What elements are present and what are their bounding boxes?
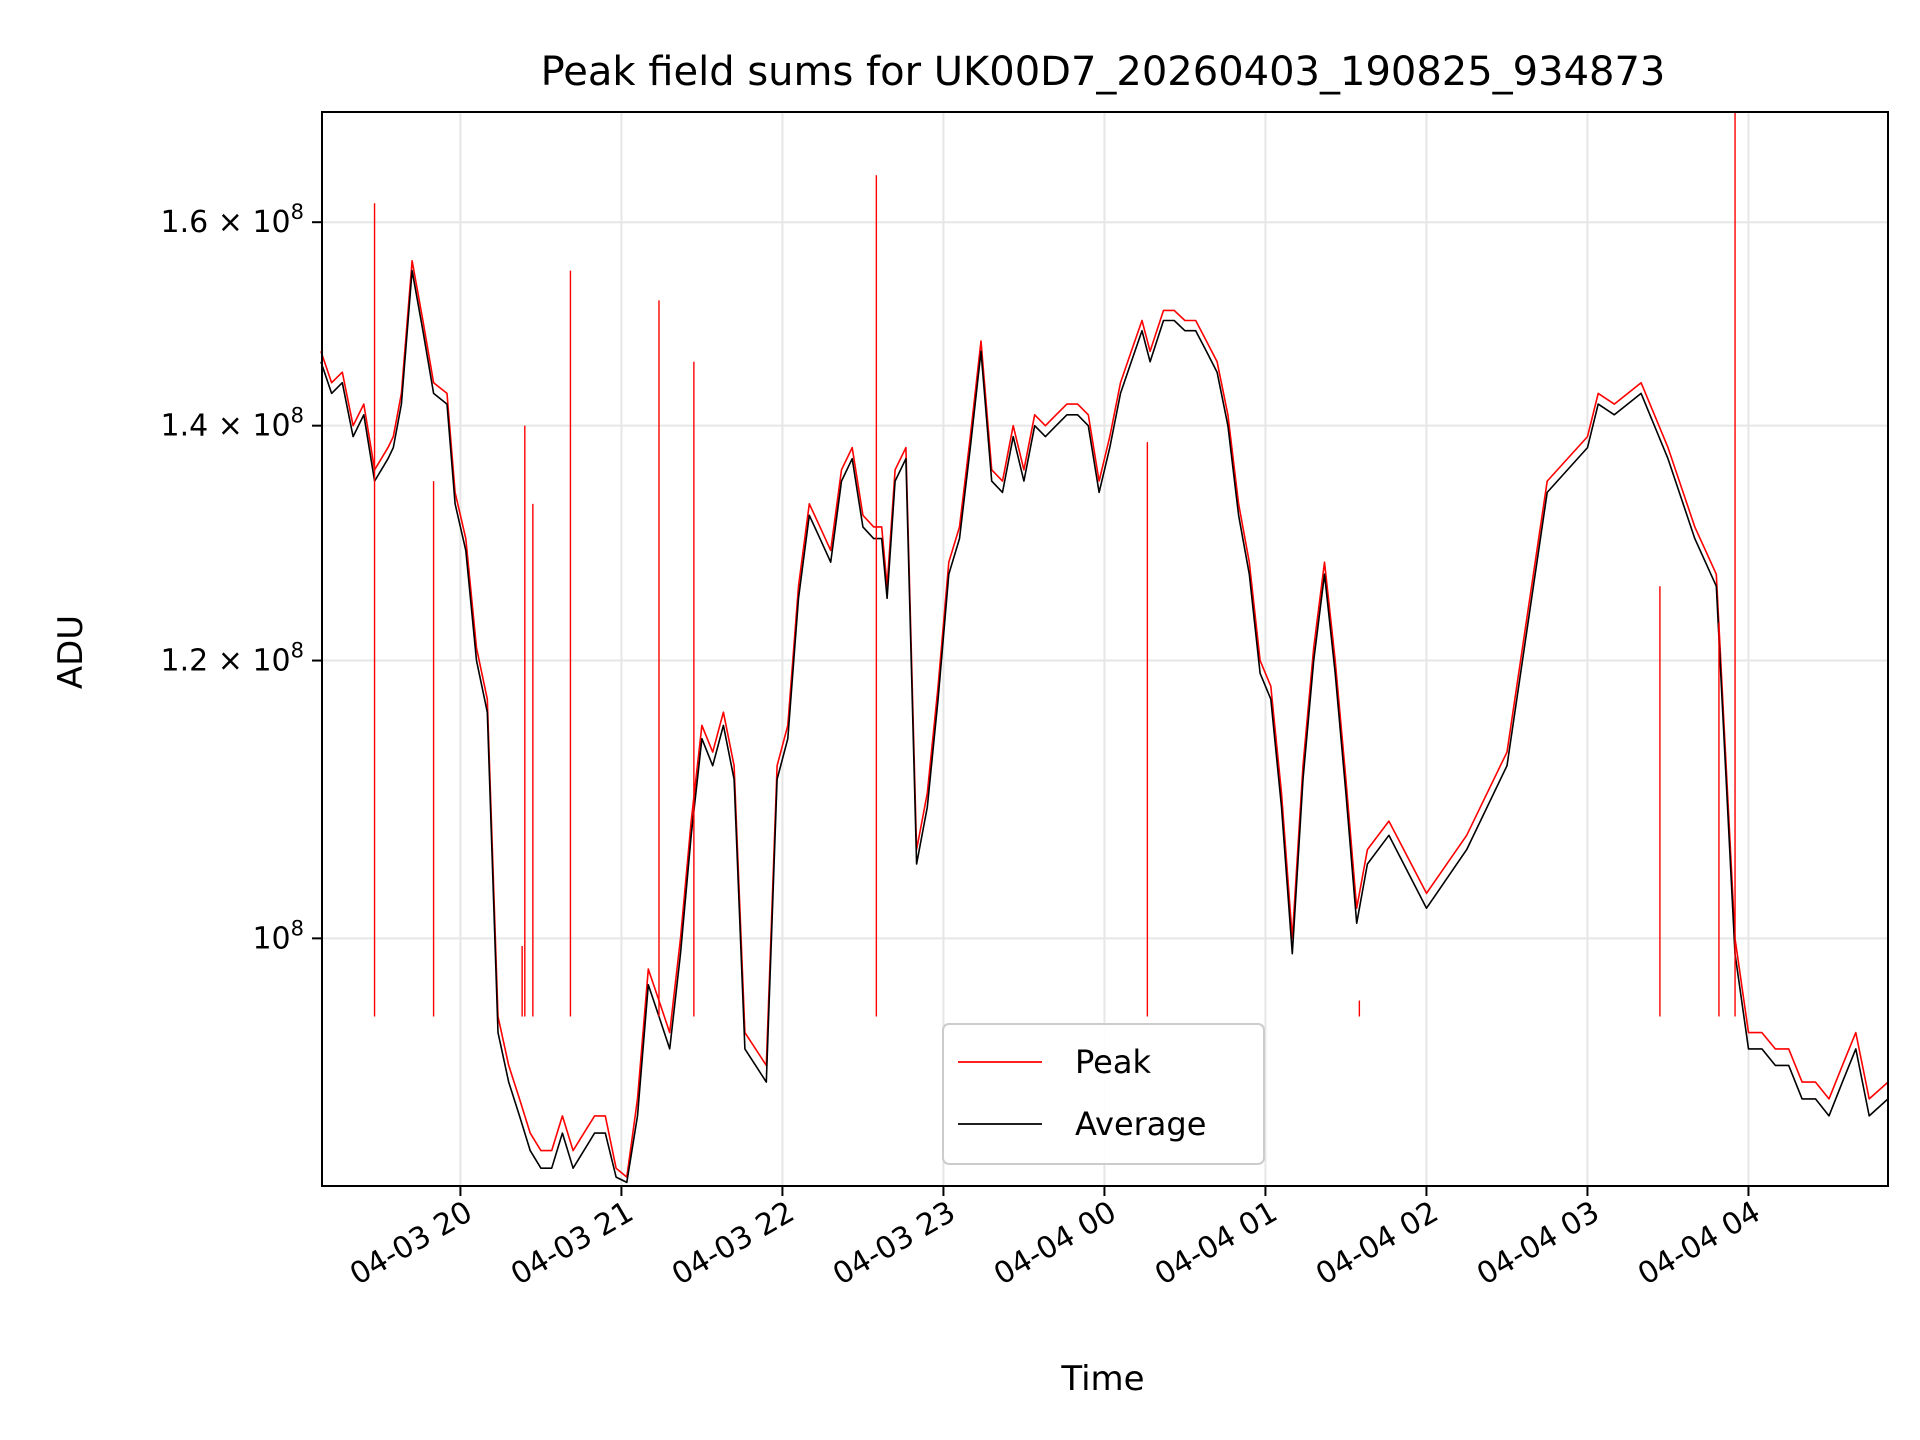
chart-title: Peak field sums for UK00D7_20260403_1908…	[541, 49, 1666, 95]
grid	[322, 112, 1888, 1186]
series-group	[320, 112, 1889, 1184]
legend-peak-label: Peak	[1075, 1043, 1151, 1081]
y-axis: 108 1.2 × 108 1.4 × 108 1.6 × 108	[161, 200, 322, 956]
series-line-peak	[320, 259, 1889, 1178]
series-line-average	[320, 269, 1889, 1184]
legend-box	[942, 1023, 1265, 1165]
legend-average-label: Average	[1075, 1105, 1206, 1143]
y-tick-label: 1.4 × 108	[161, 404, 304, 444]
legend: Peak Average	[942, 1023, 1265, 1165]
y-tick-label: 1.2 × 108	[161, 639, 304, 679]
y-tick-label: 108	[252, 916, 304, 956]
y-tick-label: 1.6 × 108	[161, 200, 304, 240]
y-axis-label: ADU	[51, 615, 91, 689]
x-axis-label: Time	[1060, 1359, 1144, 1399]
